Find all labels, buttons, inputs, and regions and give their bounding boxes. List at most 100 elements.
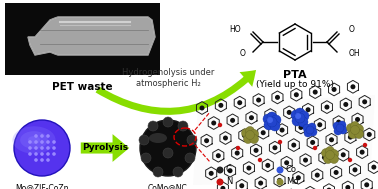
Circle shape [280,128,285,132]
Circle shape [284,160,289,165]
Circle shape [336,124,344,132]
Circle shape [350,122,359,130]
Circle shape [264,120,274,130]
Circle shape [228,168,232,173]
FancyArrowPatch shape [96,70,256,115]
Circle shape [355,125,364,133]
Circle shape [273,145,277,150]
Text: Mo@ZIF-CoZn: Mo@ZIF-CoZn [15,183,69,189]
Circle shape [329,137,334,142]
Circle shape [275,95,280,100]
Circle shape [348,135,353,140]
Circle shape [338,121,346,129]
Circle shape [258,158,262,162]
Text: OH: OH [349,50,361,59]
Circle shape [14,120,70,176]
Circle shape [178,121,188,131]
Circle shape [216,153,221,158]
Circle shape [270,121,280,131]
Circle shape [362,99,367,104]
Circle shape [173,167,183,177]
Circle shape [34,158,38,162]
Circle shape [218,103,223,108]
Circle shape [34,140,38,144]
Circle shape [34,152,38,156]
Circle shape [324,154,333,163]
Text: O: O [239,50,245,59]
Circle shape [313,90,318,94]
Circle shape [267,117,273,123]
Circle shape [242,129,251,138]
Circle shape [350,125,359,135]
Circle shape [52,152,56,156]
Circle shape [52,140,56,144]
Circle shape [218,123,222,127]
Circle shape [46,146,50,150]
Circle shape [52,146,56,150]
Circle shape [339,126,347,134]
Circle shape [325,146,335,156]
Circle shape [220,186,225,189]
Text: Pyrolysis: Pyrolysis [82,143,128,153]
Circle shape [303,158,308,163]
Text: (Yield up to 91%): (Yield up to 91%) [256,80,334,89]
Text: Mo: Mo [286,177,298,187]
Text: PTA: PTA [283,70,307,80]
Text: CoMo@NC: CoMo@NC [148,183,188,189]
Circle shape [268,113,273,118]
Circle shape [367,132,372,137]
Circle shape [292,116,302,126]
Circle shape [363,143,367,147]
Circle shape [298,125,304,130]
Circle shape [34,134,38,138]
Circle shape [261,130,266,135]
Circle shape [304,129,312,137]
Circle shape [364,182,369,187]
Circle shape [343,102,348,107]
Circle shape [223,136,228,141]
Circle shape [267,112,277,122]
Circle shape [187,135,197,145]
Circle shape [237,100,242,105]
Circle shape [46,140,50,144]
Circle shape [349,129,358,139]
Circle shape [243,135,253,143]
Circle shape [306,126,314,134]
Circle shape [34,146,38,150]
Circle shape [295,113,305,123]
Text: C: C [226,166,232,174]
Circle shape [322,149,330,157]
Text: N: N [226,177,232,187]
Ellipse shape [149,133,167,143]
Circle shape [28,146,32,150]
Circle shape [239,183,244,188]
Circle shape [236,146,240,150]
Circle shape [317,122,322,127]
Circle shape [245,126,254,136]
Circle shape [140,120,196,176]
Circle shape [341,152,346,157]
Circle shape [267,117,277,127]
Circle shape [40,152,44,156]
Circle shape [355,129,364,139]
Circle shape [141,153,151,163]
Circle shape [359,150,365,155]
Circle shape [163,117,173,127]
Circle shape [291,143,296,148]
Circle shape [291,110,301,120]
Circle shape [295,113,301,119]
Circle shape [40,140,44,144]
Bar [5,3,160,75]
Text: PET waste: PET waste [52,82,112,92]
Circle shape [315,173,320,178]
Circle shape [265,163,270,168]
Circle shape [258,180,263,186]
Circle shape [295,108,305,118]
Polygon shape [28,17,155,55]
Circle shape [322,155,327,160]
Circle shape [249,129,259,139]
Circle shape [330,154,339,163]
Circle shape [263,114,273,124]
Circle shape [299,111,309,121]
Circle shape [40,146,44,150]
